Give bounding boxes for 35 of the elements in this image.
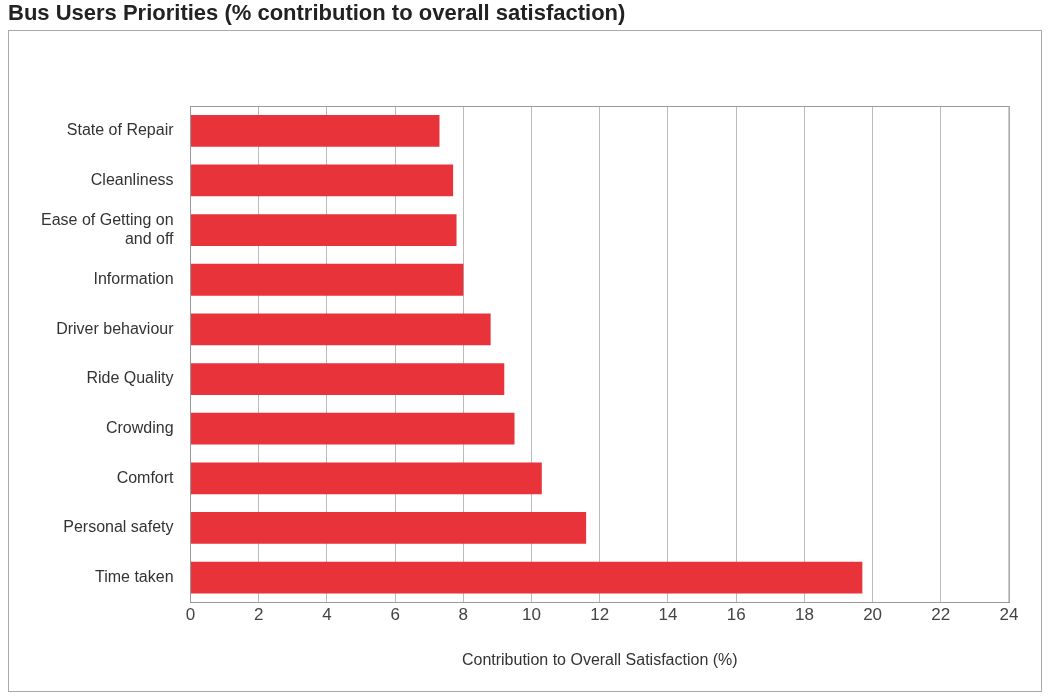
x-tick-label: 8 <box>458 605 469 625</box>
bar <box>191 313 491 346</box>
x-tick-label: 20 <box>863 605 883 625</box>
x-axis-title: Contribution to Overall Satisfaction (%) <box>461 650 738 668</box>
x-tick-label: 22 <box>931 605 951 625</box>
bar <box>191 512 587 544</box>
bar <box>191 263 464 296</box>
chart-title: Bus Users Priorities (% contribution to overall satisfaction) <box>8 0 626 26</box>
y-tick-label: Comfort <box>116 468 175 486</box>
x-tick-label: 0 <box>185 605 196 625</box>
y-tick-label: State of Repair <box>66 121 175 139</box>
bar <box>191 561 863 594</box>
x-tick-label: 16 <box>726 605 746 625</box>
x-tick-label: 12 <box>590 605 610 625</box>
bar <box>191 164 454 197</box>
y-tick-label: Driver behaviour <box>56 319 175 337</box>
y-tick-label: Time taken <box>94 567 174 585</box>
bar <box>191 214 457 246</box>
y-tick-label: Personal safety <box>63 518 174 536</box>
y-tick-label: Ease of Getting on and off <box>41 210 175 248</box>
y-tick-label: Ride Quality <box>86 369 174 387</box>
bar <box>191 114 440 147</box>
bar <box>191 462 542 495</box>
bar <box>191 363 505 395</box>
x-tick-label: 6 <box>390 605 400 625</box>
x-tick-label: 2 <box>254 605 264 625</box>
y-tick-label: Information <box>93 270 174 288</box>
x-tick-label: 18 <box>794 605 814 625</box>
y-tick-label: Cleanliness <box>90 170 174 188</box>
x-tick-label: 14 <box>658 605 678 625</box>
x-tick-label: 10 <box>522 605 542 625</box>
bar <box>191 412 515 445</box>
x-tick-label: 4 <box>322 605 332 625</box>
y-tick-label: Crowding <box>105 419 174 437</box>
x-tick-label: 24 <box>999 605 1019 625</box>
